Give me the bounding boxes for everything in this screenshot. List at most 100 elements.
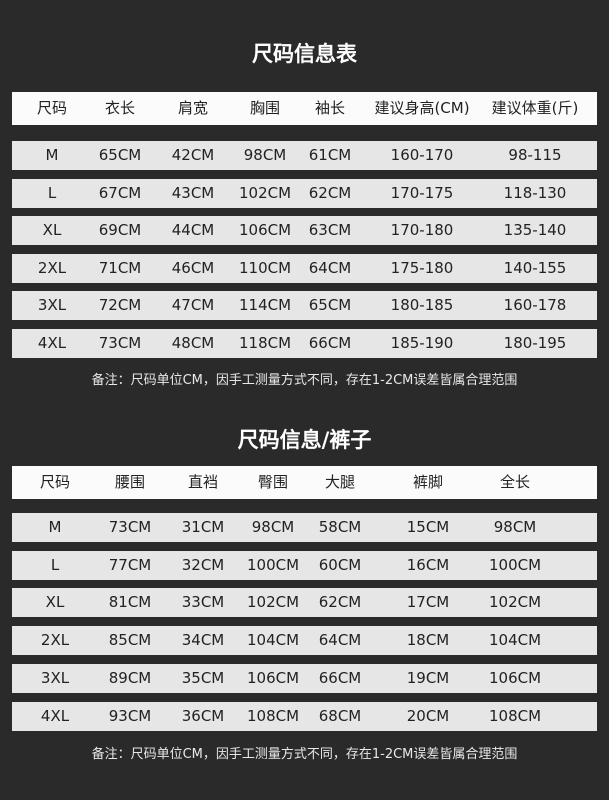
- header-cell: 尺码: [39, 473, 71, 491]
- table-cell: 180-185: [390, 296, 454, 314]
- table-cell: L: [50, 555, 60, 574]
- table-cell: 48CM: [171, 333, 215, 352]
- table-row: L 67CM 43CM 102CM 62CM 170-175 118-130: [12, 178, 597, 208]
- header-cell: 衣长: [104, 99, 136, 117]
- table-row: L 77CM 32CM 100CM 60CM 16CM 100CM: [12, 550, 597, 580]
- table-cell: 67CM: [98, 183, 142, 202]
- table-cell: 106CM: [488, 668, 542, 687]
- table-cell: 100CM: [488, 555, 542, 574]
- table-cell: 2XL: [37, 258, 67, 277]
- table-cell: 60CM: [318, 555, 362, 574]
- table-note: 备注：尺码单位CM，因手工测量方式不同，存在1-2CM误差皆属合理范围: [91, 373, 518, 388]
- table-cell: XL: [45, 593, 65, 612]
- table-cell: 102CM: [238, 183, 292, 202]
- table-cell: 62CM: [318, 593, 362, 612]
- table-cell: 73CM: [98, 333, 142, 352]
- table-cell: 108CM: [488, 706, 542, 725]
- table-cell: M: [48, 518, 62, 536]
- table-cell: 160-170: [390, 146, 454, 164]
- table-cell: 98-115: [508, 146, 562, 164]
- table-row: 2XL 71CM 46CM 110CM 64CM 175-180 140-155: [12, 253, 597, 283]
- table-cell: L: [47, 183, 57, 202]
- table-cell: 35CM: [181, 668, 225, 687]
- table-cell: 71CM: [98, 258, 142, 277]
- table-cell: 102CM: [246, 593, 300, 612]
- table-cell: 81CM: [108, 593, 152, 612]
- header-cell: 建议身高(CM): [374, 99, 470, 117]
- table-cell: 47CM: [171, 296, 215, 314]
- table-cell: 85CM: [108, 631, 152, 650]
- table-cell: 16CM: [406, 555, 450, 574]
- header-row: 尺码 腰围 直裆 臀围 大腿 裤脚 全长: [12, 466, 597, 499]
- table-cell: 77CM: [108, 555, 152, 574]
- table-cell: 170-175: [390, 183, 454, 202]
- header-cell: 直裆: [187, 473, 219, 491]
- table-cell: 43CM: [171, 183, 215, 202]
- header-cell: 腰围: [114, 473, 146, 491]
- table-cell: 170-180: [390, 221, 454, 239]
- table-cell: 34CM: [181, 631, 225, 650]
- table-cell: 61CM: [308, 146, 352, 164]
- table-cell: 64CM: [308, 258, 352, 277]
- table-cell: M: [45, 146, 59, 164]
- table-cell: 106CM: [238, 221, 292, 239]
- table-cell: 102CM: [488, 593, 542, 612]
- table-row: M 73CM 31CM 98CM 58CM 15CM 98CM: [12, 513, 597, 542]
- table-cell: 98CM: [493, 518, 537, 536]
- table-cell: 3XL: [40, 668, 70, 687]
- table-cell: 175-180: [390, 258, 454, 277]
- header-cell: 胸围: [249, 99, 281, 117]
- table-cell: 100CM: [246, 555, 300, 574]
- header-cell: 臀围: [257, 473, 289, 491]
- table-cell: 33CM: [181, 593, 225, 612]
- table-cell: 73CM: [108, 518, 152, 536]
- table-cell: 98CM: [243, 146, 287, 164]
- table-cell: 58CM: [318, 518, 362, 536]
- table-cell: 31CM: [181, 518, 225, 536]
- table-row: XL 69CM 44CM 106CM 63CM 170-180 135-140: [12, 216, 597, 245]
- table-cell: 108CM: [246, 706, 300, 725]
- table-cell: 69CM: [98, 221, 142, 239]
- table-cell: 185-190: [390, 333, 454, 352]
- table-cell: 19CM: [406, 668, 450, 687]
- table-title: 尺码信息/裤子: [237, 428, 372, 452]
- table-cell: 66CM: [318, 668, 362, 687]
- table-cell: 89CM: [108, 668, 152, 687]
- table-cell: 98CM: [251, 518, 295, 536]
- table-note: 备注：尺码单位CM，因手工测量方式不同，存在1-2CM误差皆属合理范围: [91, 747, 518, 762]
- table-cell: 18CM: [406, 631, 450, 650]
- table-cell: 72CM: [98, 296, 142, 314]
- table-cell: 62CM: [308, 183, 352, 202]
- table-row: 2XL 85CM 34CM 104CM 64CM 18CM 104CM: [12, 626, 597, 656]
- table-cell: 135-140: [503, 221, 567, 239]
- table-row: 4XL 73CM 48CM 118CM 66CM 185-190 180-195: [12, 328, 597, 358]
- header-cell: 袖长: [314, 99, 346, 117]
- table-cell: 4XL: [37, 333, 67, 352]
- header-cell: 大腿: [324, 473, 356, 491]
- table-cell: 4XL: [40, 706, 70, 725]
- table-cell: 2XL: [40, 631, 70, 650]
- header-cell: 肩宽: [177, 99, 209, 117]
- table-cell: 140-155: [503, 258, 567, 277]
- table-cell: 180-195: [503, 333, 567, 352]
- header-cell: 裤脚: [412, 473, 444, 491]
- table-cell: 160-178: [503, 296, 567, 314]
- table-cell: 17CM: [406, 593, 450, 612]
- table-cell: 15CM: [406, 518, 450, 536]
- table-row: 3XL 72CM 47CM 114CM 65CM 180-185 160-178: [12, 291, 597, 320]
- table-cell: 3XL: [37, 296, 67, 314]
- table-row: 4XL 93CM 36CM 108CM 68CM 20CM 108CM: [12, 701, 597, 731]
- header-cell: 全长: [499, 473, 531, 491]
- table-cell: 118CM: [238, 333, 292, 352]
- header-cell: 建议体重(斤): [491, 99, 579, 117]
- table-cell: 104CM: [488, 631, 542, 650]
- table-cell: 42CM: [171, 146, 215, 164]
- table-cell: 110CM: [238, 258, 292, 277]
- table-cell: 104CM: [246, 631, 300, 650]
- table-cell: 63CM: [308, 221, 352, 239]
- table-cell: 66CM: [308, 333, 352, 352]
- header-row: 尺码 衣长 肩宽 胸围 袖长 建议身高(CM) 建议体重(斤): [12, 92, 597, 125]
- table-cell: 32CM: [181, 555, 225, 574]
- table-cell: 65CM: [98, 146, 142, 164]
